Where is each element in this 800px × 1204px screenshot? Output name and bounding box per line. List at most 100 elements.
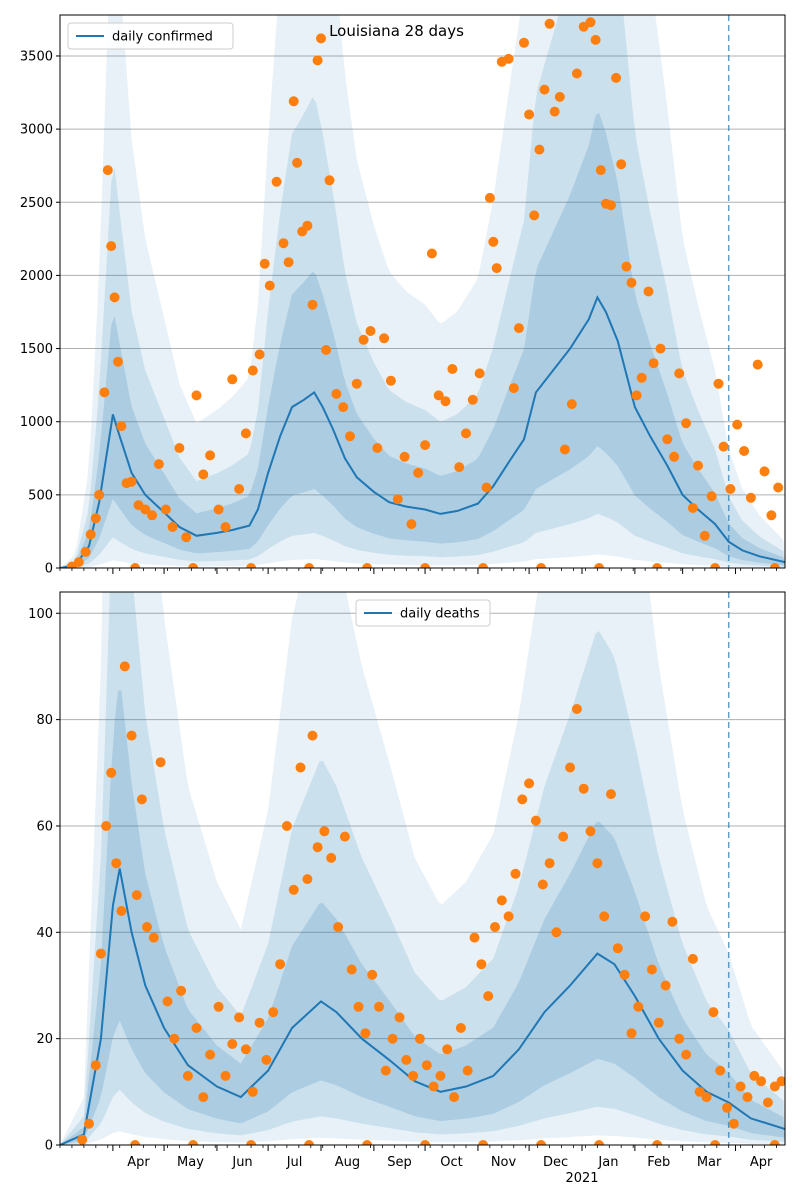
data-point <box>508 383 519 394</box>
data-point <box>554 91 565 102</box>
data-point <box>739 446 750 456</box>
y-tick-label: 500 <box>28 488 53 503</box>
data-point <box>246 1140 257 1145</box>
data-point <box>652 563 663 568</box>
y-tick-label: 3500 <box>20 49 53 64</box>
x-tick-label: Feb <box>647 1155 670 1170</box>
data-point <box>455 1023 466 1033</box>
data-point <box>338 402 349 413</box>
data-point <box>539 84 550 95</box>
data-point <box>606 789 616 800</box>
uncertainty-band <box>60 690 785 1145</box>
data-point <box>599 911 610 922</box>
plot-area <box>60 15 785 568</box>
plot-area <box>60 592 785 1145</box>
data-point <box>483 991 494 1002</box>
data-point <box>188 563 199 568</box>
data-point <box>566 399 577 410</box>
data-point <box>126 730 137 741</box>
data-point <box>643 286 654 297</box>
data-point <box>662 434 673 445</box>
data-point <box>181 532 192 543</box>
data-point <box>536 563 547 568</box>
data-point <box>191 390 202 401</box>
data-point <box>116 421 127 432</box>
data-point <box>725 484 736 494</box>
y-tick-label: 2500 <box>20 196 53 211</box>
data-point <box>646 964 657 975</box>
uncertainty-band <box>60 592 785 1145</box>
data-point <box>247 365 258 376</box>
y-tick-label: 60 <box>36 819 53 834</box>
data-point <box>559 444 570 455</box>
data-point <box>84 1118 94 1129</box>
data-point <box>442 1044 453 1055</box>
data-point <box>331 388 342 399</box>
data-point <box>116 906 127 916</box>
data-point <box>205 1049 216 1060</box>
data-point <box>401 1054 412 1065</box>
data-point <box>119 661 130 672</box>
data-point <box>94 489 105 500</box>
data-point <box>420 1140 431 1145</box>
data-point <box>517 794 528 805</box>
data-point <box>99 387 110 398</box>
data-point <box>240 428 251 439</box>
data-point <box>476 959 487 970</box>
data-point <box>694 1086 705 1097</box>
data-point <box>687 503 698 513</box>
data-point <box>113 356 123 367</box>
y-tick-label: 0 <box>45 1139 53 1154</box>
data-point <box>360 1028 371 1039</box>
data-point <box>536 1140 547 1145</box>
data-point <box>769 1140 780 1145</box>
data-point <box>503 911 514 922</box>
data-point <box>304 563 315 568</box>
data-point <box>636 372 647 383</box>
data-point <box>484 192 495 203</box>
y-tick-label: 2000 <box>20 269 53 284</box>
data-point <box>674 368 685 379</box>
data-point <box>595 165 606 176</box>
data-point <box>353 1001 364 1012</box>
x-tick-label: Jan <box>597 1155 618 1170</box>
data-point <box>481 482 492 493</box>
data-point <box>565 762 576 773</box>
uncertainty-band <box>60 112 785 568</box>
data-point <box>312 55 323 66</box>
data-point <box>362 1140 373 1145</box>
legend-label: daily deaths <box>400 607 480 622</box>
data-point <box>292 157 303 168</box>
data-point <box>95 948 106 959</box>
data-point <box>198 1092 209 1103</box>
data-point <box>288 884 299 895</box>
y-tick-label: 40 <box>36 926 53 941</box>
data-point <box>710 563 721 568</box>
data-point <box>167 522 178 532</box>
data-point <box>660 980 671 991</box>
data-point <box>169 1033 180 1044</box>
x-tick-label: Apr <box>127 1155 150 1170</box>
data-point <box>490 922 500 932</box>
data-point <box>90 1060 101 1071</box>
data-point <box>776 1076 785 1087</box>
data-point <box>652 1140 663 1145</box>
data-point <box>715 1065 726 1076</box>
data-point <box>283 257 294 268</box>
data-point <box>90 513 101 524</box>
y-tick-label: 3000 <box>20 123 53 138</box>
data-point <box>339 831 350 842</box>
data-point <box>268 1007 279 1018</box>
data-point <box>220 1070 231 1081</box>
uncertainty-band <box>60 592 785 1145</box>
data-point <box>594 1140 605 1145</box>
x-tick-label: Jun <box>231 1155 252 1170</box>
data-point <box>428 1081 439 1092</box>
data-point <box>667 916 678 927</box>
data-point <box>549 106 560 117</box>
data-point <box>594 563 605 568</box>
data-point <box>385 375 396 386</box>
data-point <box>592 858 603 869</box>
data-point <box>307 299 318 310</box>
data-point <box>73 557 84 568</box>
